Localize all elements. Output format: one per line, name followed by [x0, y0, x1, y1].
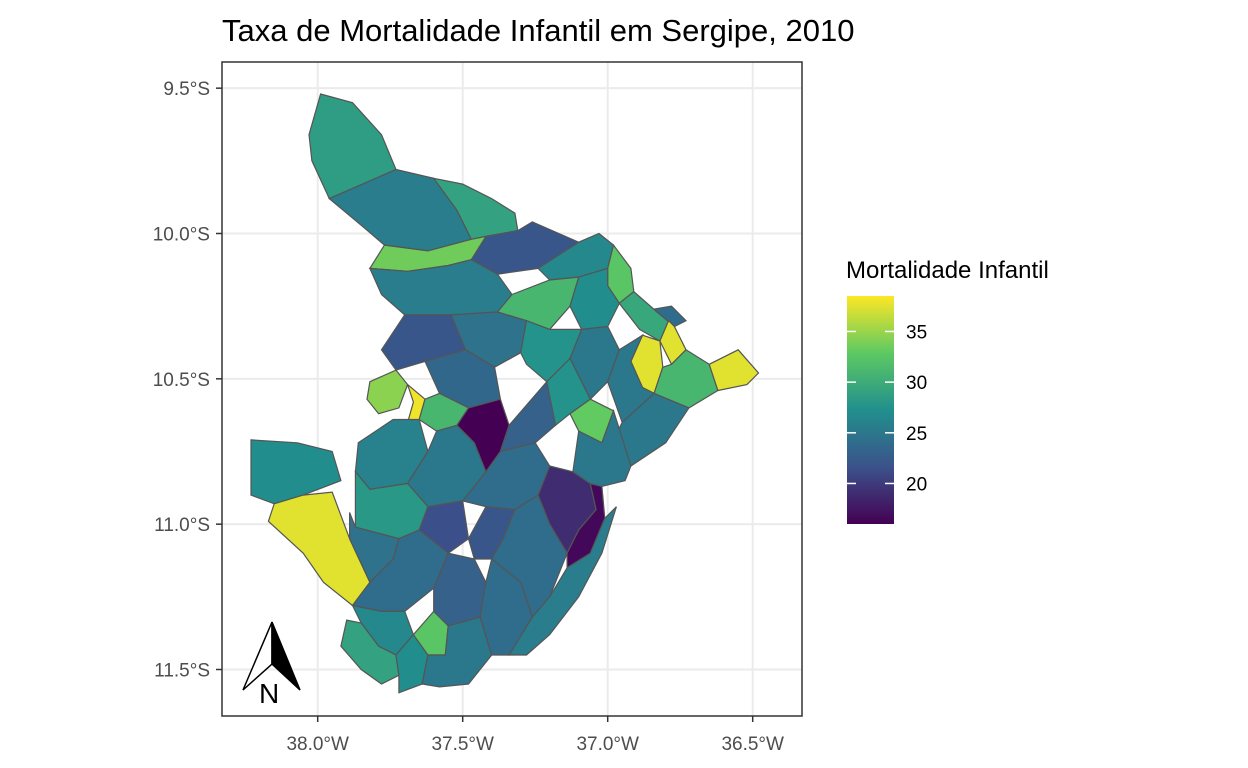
x-tick-label: 36.5°W [721, 734, 784, 755]
municipality-18 [653, 349, 719, 409]
legend-tick-label: 20 [906, 474, 927, 495]
municipality-21 [366, 369, 409, 415]
y-tick-label: 11.5°S [154, 660, 210, 681]
y-tick-label: 10.5°S [153, 370, 210, 391]
north-arrow-label: N [259, 678, 279, 709]
legend-tick-label: 35 [906, 322, 927, 343]
north-arrow-right-half [271, 621, 301, 691]
x-axis: 38.0°W 37.5°W 37.0°W 36.5°W [286, 716, 784, 755]
panel-border [221, 61, 803, 717]
municipality-13 [652, 305, 688, 328]
north-arrow: N [242, 621, 301, 709]
municipalities [250, 93, 760, 694]
legend: Mortalidade Infantil 35 30 25 20 [846, 257, 1049, 524]
legend-title: Mortalidade Infantil [846, 257, 1049, 284]
municipality-26 [546, 357, 592, 427]
x-tick-label: 38.0°W [286, 734, 349, 755]
legend-ticks: 35 30 25 20 [847, 322, 927, 495]
municipality-51 [572, 408, 632, 488]
legend-colorbar [847, 296, 894, 524]
y-tick-label: 10.0°S [153, 224, 210, 245]
legend-tick-label: 30 [906, 373, 927, 394]
chart-title: Taxa de Mortalidade Infantil em Sergipe,… [222, 13, 854, 48]
map-panel [221, 61, 803, 717]
legend-tick-label: 25 [906, 424, 927, 445]
municipality-28 [607, 333, 656, 424]
municipality-39 [418, 500, 470, 554]
x-tick-label: 37.5°W [431, 734, 494, 755]
y-tick-label: 11.0°S [154, 515, 210, 536]
municipality-50 [508, 506, 617, 656]
x-tick-label: 37.0°W [576, 734, 639, 755]
municipality-49 [479, 557, 533, 656]
municipality-32 [250, 439, 342, 505]
municipality-9 [569, 267, 620, 331]
y-tick-label: 9.5°S [163, 79, 210, 100]
y-axis: 9.5°S 10.0°S 10.5°S 11.0°S 11.5°S [153, 79, 222, 681]
municipality-19 [708, 349, 760, 392]
municipality-48 [421, 616, 493, 688]
